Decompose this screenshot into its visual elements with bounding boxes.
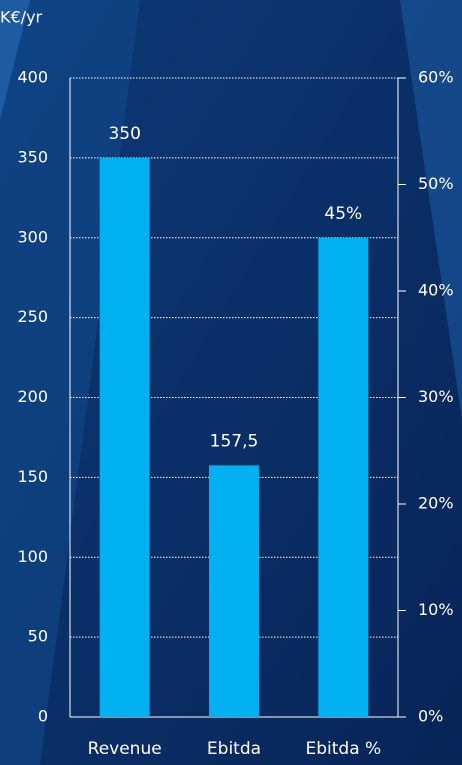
y2-tick-label: 50%	[418, 174, 454, 193]
y-tick-label: 100	[17, 547, 48, 566]
y2-tick-label: 10%	[418, 600, 454, 619]
y-tick-label: 200	[17, 387, 48, 406]
x-tick-label: Ebitda	[207, 739, 261, 759]
y-axis-label: K€/yr	[0, 8, 43, 27]
background-band	[400, 0, 462, 420]
bar	[209, 465, 259, 717]
y2-tick-label: 30%	[418, 387, 454, 406]
y2-tick-label: 60%	[418, 68, 454, 87]
x-tick-label: Revenue	[88, 739, 162, 759]
y-tick-label: 0	[38, 707, 48, 726]
value-label: 350	[108, 124, 140, 144]
y-tick-label: 50	[28, 627, 48, 646]
y-tick-label: 150	[17, 467, 48, 486]
y-tick-label: 400	[17, 68, 48, 87]
y-tick-label: 350	[17, 147, 48, 166]
bar	[318, 237, 369, 717]
value-label: 45%	[324, 204, 362, 224]
value-label: 157,5	[210, 431, 259, 451]
bar	[99, 157, 150, 717]
y-tick-label: 300	[17, 227, 48, 246]
x-tick-label: Ebitda %	[305, 739, 381, 759]
y-tick-label: 250	[17, 307, 48, 326]
y2-tick-label: 40%	[418, 281, 454, 300]
y2-tick-label: 0%	[418, 707, 443, 726]
y2-tick-label: 20%	[418, 494, 454, 513]
background-band	[0, 0, 30, 120]
